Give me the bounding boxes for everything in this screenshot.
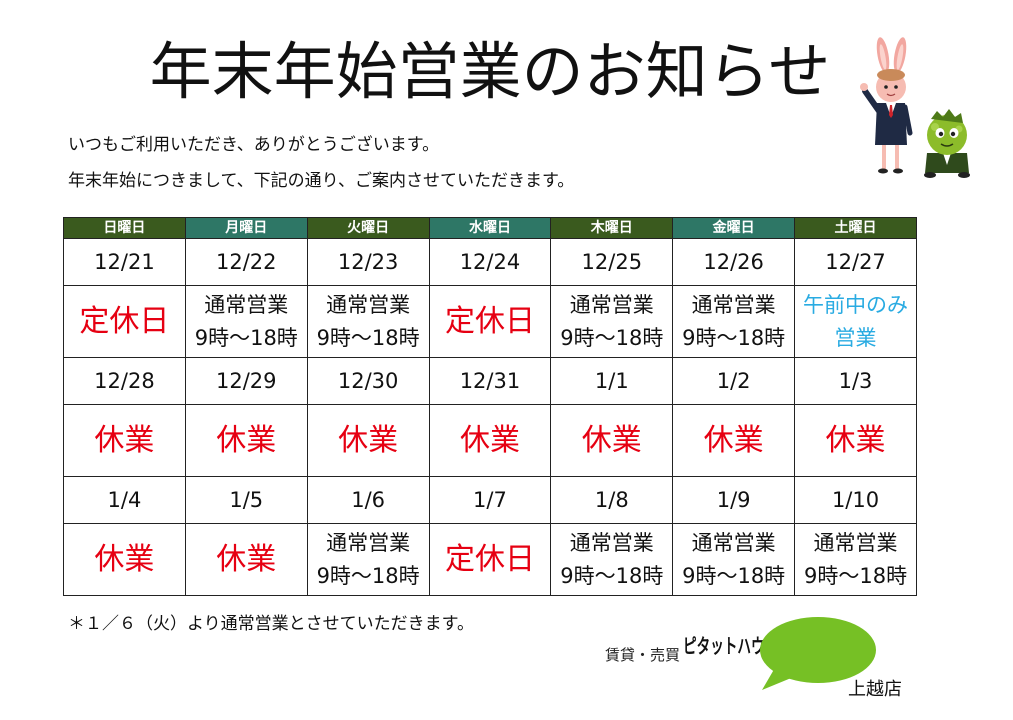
status-row: 休業 休業 休業 休業 休業 休業 休業 [63, 404, 917, 477]
date-cell: 1/5 [184, 476, 308, 524]
logo-green-blob-icon [760, 617, 876, 690]
weekday-header: 火曜日 [306, 217, 430, 239]
date-row: 12/21 12/22 12/23 12/24 12/25 12/26 12/27 [63, 238, 917, 286]
rabbit-mascot [860, 37, 913, 174]
weekday-header: 金曜日 [672, 217, 796, 239]
status-text: 9時～18時 [316, 563, 420, 588]
date-cell: 1/3 [794, 357, 917, 405]
status-cell: 通常営業 9時～18時 [306, 523, 430, 596]
status-cell: 休業 [184, 404, 308, 477]
status-text: 休業 [94, 422, 155, 458]
status-cell: 休業 [794, 404, 917, 477]
status-cell: 午前中のみ 営業 [794, 285, 917, 358]
weekday-header: 日曜日 [63, 217, 186, 239]
status-text: 9時～18時 [803, 563, 908, 588]
mascot-illustration [860, 37, 970, 178]
footnote: ＊１／６（火）より通常営業とさせていただきます。 [68, 614, 474, 634]
date-cell: 12/25 [550, 238, 674, 286]
status-row: 定休日 通常営業 9時～18時 通常営業 9時～18時 定休日 通常営業 9時～18時 通常営業… [63, 285, 917, 358]
status-cell: 休業 [306, 404, 430, 477]
status-cell: 定休日 [428, 285, 552, 358]
status-cell: 通常営業 9時～18時 [672, 285, 796, 358]
weekday-header-row: 日曜日 月曜日 火曜日 水曜日 木曜日 金曜日 土曜日 [63, 217, 917, 239]
weekday-header: 水曜日 [428, 217, 552, 239]
date-cell: 1/9 [672, 476, 796, 524]
status-text: 休業 [216, 541, 277, 577]
status-text: 通常営業 [569, 530, 654, 555]
date-cell: 12/27 [794, 238, 917, 286]
date-cell: 1/6 [306, 476, 430, 524]
date-cell: 1/1 [550, 357, 674, 405]
intro-text: いつもご利用いただき、ありがとうございます。 年末年始につきまして、下記の通り、… [68, 127, 574, 199]
status-cell: 定休日 [63, 285, 186, 358]
status-text: 定休日 [444, 303, 535, 339]
schedule-table: 日曜日 月曜日 火曜日 水曜日 木曜日 金曜日 土曜日 12/21 12/22 12/23 12/2… [63, 217, 917, 596]
date-cell: 12/29 [184, 357, 308, 405]
weekday-header: 月曜日 [184, 217, 308, 239]
status-text: 9時～18時 [316, 325, 420, 350]
status-text: 9時～18時 [682, 563, 786, 588]
date-cell: 12/21 [63, 238, 186, 286]
status-cell: 休業 [672, 404, 796, 477]
date-cell: 12/24 [428, 238, 552, 286]
logo-prefix: 賃貸・売買 [605, 646, 681, 664]
status-text: 休業 [216, 422, 277, 458]
status-text: 休業 [338, 422, 399, 458]
status-text: 通常営業 [813, 530, 898, 555]
status-text: 営業 [834, 325, 877, 350]
status-text: 定休日 [79, 303, 170, 339]
page-title: 年末年始営業のお知らせ [149, 35, 831, 108]
date-row: 12/28 12/29 12/30 12/31 1/1 1/2 1/3 [63, 357, 917, 405]
status-text: 9時～18時 [560, 325, 664, 350]
date-cell: 12/23 [306, 238, 430, 286]
date-cell: 12/30 [306, 357, 430, 405]
status-cell: 休業 [550, 404, 674, 477]
date-cell: 1/8 [550, 476, 674, 524]
status-text: 休業 [581, 422, 642, 458]
status-text: 通常営業 [691, 530, 776, 555]
status-text: 通常営業 [691, 292, 776, 317]
date-cell: 12/26 [672, 238, 796, 286]
status-cell: 定休日 [428, 523, 552, 596]
status-cell: 通常営業 9時～18時 [672, 523, 796, 596]
status-text: 定休日 [444, 541, 535, 577]
intro-line: 年末年始につきまして、下記の通り、ご案内させていただきます。 [68, 171, 575, 191]
date-cell: 12/22 [184, 238, 308, 286]
status-text: 通常営業 [326, 530, 411, 555]
date-cell: 1/7 [428, 476, 552, 524]
status-cell: 通常営業 9時～18時 [306, 285, 430, 358]
date-cell: 12/28 [63, 357, 186, 405]
status-cell: 休業 [428, 404, 552, 477]
status-cell: 休業 [63, 523, 186, 596]
status-text: 通常営業 [569, 292, 654, 317]
weekday-header: 土曜日 [794, 217, 917, 239]
date-cell: 1/4 [63, 476, 186, 524]
status-text: 通常営業 [204, 292, 289, 317]
status-text: 9時～18時 [560, 563, 664, 588]
status-cell: 通常営業 9時～18時 [794, 523, 917, 596]
status-cell: 通常営業 9時～18時 [550, 523, 674, 596]
status-text: 休業 [94, 541, 155, 577]
status-cell: 通常営業 9時～18時 [184, 285, 308, 358]
status-text: 休業 [459, 422, 520, 458]
date-cell: 1/2 [672, 357, 796, 405]
date-cell: 1/10 [794, 476, 917, 524]
status-row: 休業 休業 通常営業 9時～18時 定休日 通常営業 9時～18時 通常営業 9時～18時 通常営… [63, 523, 917, 596]
status-cell: 通常営業 9時～18時 [550, 285, 674, 358]
intro-line: いつもご利用いただき、ありがとうございます。 [68, 135, 440, 155]
status-cell: 休業 [63, 404, 186, 477]
status-text: 午前中のみ [803, 292, 909, 317]
green-mascot [924, 109, 970, 178]
status-text: 通常営業 [326, 292, 411, 317]
status-text: 休業 [703, 422, 764, 458]
logo-branch: 上越店 [848, 679, 902, 700]
status-text: 休業 [825, 422, 886, 458]
date-cell: 12/31 [428, 357, 552, 405]
status-cell: 休業 [184, 523, 308, 596]
weekday-header: 木曜日 [550, 217, 674, 239]
status-text: 9時～18時 [682, 325, 786, 350]
status-text: 9時～18時 [194, 325, 298, 350]
date-row: 1/4 1/5 1/6 1/7 1/8 1/9 1/10 [63, 476, 917, 524]
